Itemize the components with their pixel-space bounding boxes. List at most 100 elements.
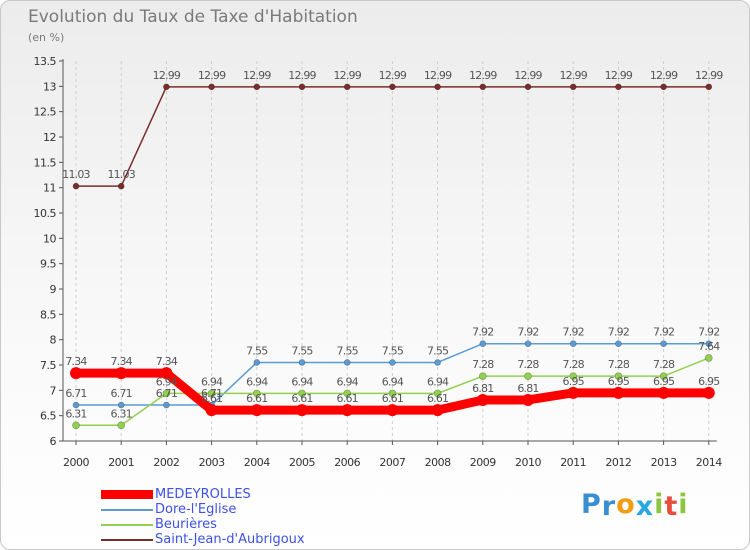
series-3-point-2013: [660, 83, 667, 91]
series-3-point-2011: [569, 83, 577, 91]
data-label-series-3: 12.99: [153, 69, 181, 82]
logo-letter: r: [601, 491, 617, 522]
data-label-series-2: 7.28: [517, 358, 539, 371]
data-label-series-2: 6.31: [111, 407, 132, 420]
data-label-series-3: 12.99: [333, 69, 361, 82]
series-3-point-2001: [117, 182, 125, 190]
x-tick-label: 2001: [108, 456, 134, 469]
y-tick-label: 6.5: [40, 410, 56, 423]
y-tick-label: 13.5: [34, 55, 57, 68]
logo-letter: i: [678, 489, 689, 520]
data-label-series-1: 6.71: [201, 387, 222, 400]
y-tick-label: 10.5: [34, 207, 57, 220]
series-2-point-2007: [388, 389, 397, 398]
series-2-point-2008: [433, 389, 442, 398]
legend-label: Beurières: [155, 517, 217, 532]
data-label-series-1: 7.55: [291, 344, 313, 357]
data-label-series-0: 6.95: [563, 375, 585, 388]
axis-layer: 6 6.5 7 7.5 8 8.5 9 9.5 10 10.5 11 11.5 12 12.5 13 13.5…: [34, 55, 723, 469]
series-1-point-2000: [72, 401, 80, 409]
logo-letter: P: [581, 489, 602, 520]
legend-swatch: [101, 508, 153, 511]
series-2-point-2000: [72, 421, 80, 430]
x-tick-label: 2000: [63, 456, 89, 469]
data-label-series-3: 12.99: [379, 69, 407, 82]
data-label-series-1: 7.55: [382, 344, 404, 357]
series-2-point-2004: [253, 389, 261, 398]
series-0-point-2004: [250, 404, 263, 417]
x-tick-label: 2007: [379, 456, 405, 469]
series-3-point-2014: [705, 83, 713, 91]
series-3-point-2007: [389, 83, 396, 91]
data-label-series-0: 6.81: [472, 382, 493, 395]
series-2-point-2010: [524, 372, 532, 380]
series-0-point-2008: [431, 404, 444, 417]
series-1-point-2011: [569, 340, 577, 348]
series-3-point-2008: [434, 83, 441, 91]
data-label-series-2: 6.94: [201, 375, 223, 388]
data-label-series-2: 6.94: [427, 375, 449, 388]
logo-letter: t: [664, 491, 679, 522]
series-1-point-2012: [615, 340, 622, 348]
series-2-point-2013: [659, 372, 668, 380]
logo-letter: o: [616, 489, 636, 520]
series-3-point-2005: [298, 83, 306, 91]
data-label-series-1: 7.55: [427, 344, 449, 357]
data-label-series-1: 7.92: [653, 326, 674, 339]
data-label-series-0: 6.61: [337, 392, 358, 405]
x-tick-label: 2012: [605, 456, 631, 469]
data-label-series-3: 12.99: [198, 69, 226, 82]
data-label-series-2: 6.94: [291, 375, 313, 388]
data-label-series-0: 6.61: [427, 392, 448, 405]
data-label-series-3: 12.99: [695, 69, 723, 82]
data-label-series-3: 11.03: [62, 168, 90, 181]
x-tick-label: 2004: [244, 456, 270, 469]
data-label-series-0: 7.34: [65, 355, 87, 368]
legend-label: Saint-Jean-d'Aubrigoux: [155, 532, 305, 547]
series-2-point-2003: [207, 389, 216, 398]
series-2-point-2009: [478, 372, 487, 380]
series-2-point-2001: [117, 421, 125, 430]
series-0-point-2014: [702, 386, 715, 399]
x-tick-label: 2014: [696, 456, 722, 469]
data-label-series-2: 7.64: [698, 340, 720, 353]
data-label-series-1: 6.71: [65, 387, 86, 400]
x-tick-label: 2010: [515, 456, 541, 469]
series-1-point-2013: [660, 340, 667, 348]
y-tick-label: 12.5: [34, 106, 57, 119]
data-label-series-3: 12.99: [650, 69, 678, 82]
legend-item-1: Dore-l'Eglise: [101, 502, 305, 517]
data-label-series-2: 7.28: [563, 358, 585, 371]
x-tick-label: 2013: [651, 456, 677, 469]
series-3-point-2003: [208, 83, 215, 91]
y-tick-label: 11: [43, 182, 56, 195]
series-layer: [70, 83, 715, 430]
series-0-point-2006: [341, 404, 354, 417]
legend-item-0: MEDEYROLLES: [101, 487, 305, 502]
x-tick-label: 2006: [334, 456, 360, 469]
series-0-point-2003: [205, 404, 218, 417]
series-1-point-2006: [343, 359, 351, 366]
data-label-series-3: 12.99: [605, 69, 633, 82]
data-label-series-0: 6.61: [246, 392, 267, 405]
data-label-series-1: 7.55: [246, 344, 268, 357]
logo-letter: i: [654, 489, 665, 520]
data-label-series-2: 6.94: [382, 375, 404, 388]
series-1-point-2004: [253, 359, 261, 366]
data-label-series-1: 6.71: [156, 387, 177, 400]
data-label-series-3: 12.99: [243, 69, 271, 82]
series-3-point-2006: [343, 83, 351, 91]
series-0-point-2002: [160, 367, 173, 380]
data-label-series-2: 7.28: [653, 358, 675, 371]
series-2-point-2006: [343, 389, 352, 398]
data-label-series-2: 7.28: [608, 358, 630, 371]
legend-label: Dore-l'Eglise: [155, 502, 237, 517]
data-label-series-0: 7.34: [111, 355, 133, 368]
data-label-series-2: 6.94: [156, 375, 178, 388]
legend: MEDEYROLLES Dore-l'Eglise Beurières Saint-J…: [101, 487, 305, 547]
series-3-point-2012: [615, 83, 622, 91]
series-2-point-2014: [704, 354, 713, 362]
series-3-point-2000: [72, 182, 80, 190]
data-label-series-0: 7.34: [156, 355, 178, 368]
